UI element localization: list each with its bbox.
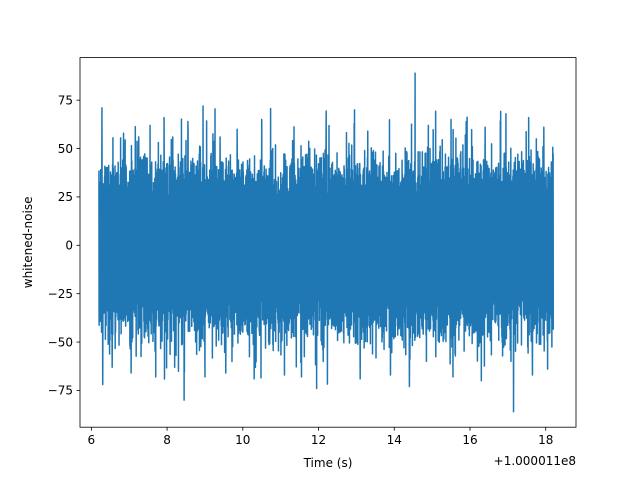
x-tick-label: 12 [311,433,326,447]
axes-frame [79,57,577,428]
y-tick-label: −75 [48,384,73,398]
x-axis-ticks: 6 8 10 12 14 16 18 [88,427,553,447]
y-tick-label: 50 [58,142,73,156]
y-tick-label: 0 [65,239,73,253]
y-tick-label: −25 [48,287,73,301]
x-axis-label: Time (s) [303,456,353,470]
y-tick-label: 75 [58,93,73,107]
series-line [98,72,555,413]
x-tick-label: 6 [88,433,96,447]
x-tick-label: 16 [462,433,477,447]
x-tick-label: 10 [235,433,250,447]
y-tick-label: −50 [48,335,73,349]
x-tick-label: 14 [387,433,402,447]
y-axis-ticks: 75 50 25 0 −25 −50 −75 [48,93,80,398]
x-tick-label: 18 [538,433,553,447]
y-tick-label: 25 [58,190,73,204]
x-axis-offset-label: +1.000011e8 [494,454,576,468]
y-axis-label: whitened-noise [21,197,35,289]
x-tick-label: 8 [163,433,171,447]
plot-area [98,72,555,413]
